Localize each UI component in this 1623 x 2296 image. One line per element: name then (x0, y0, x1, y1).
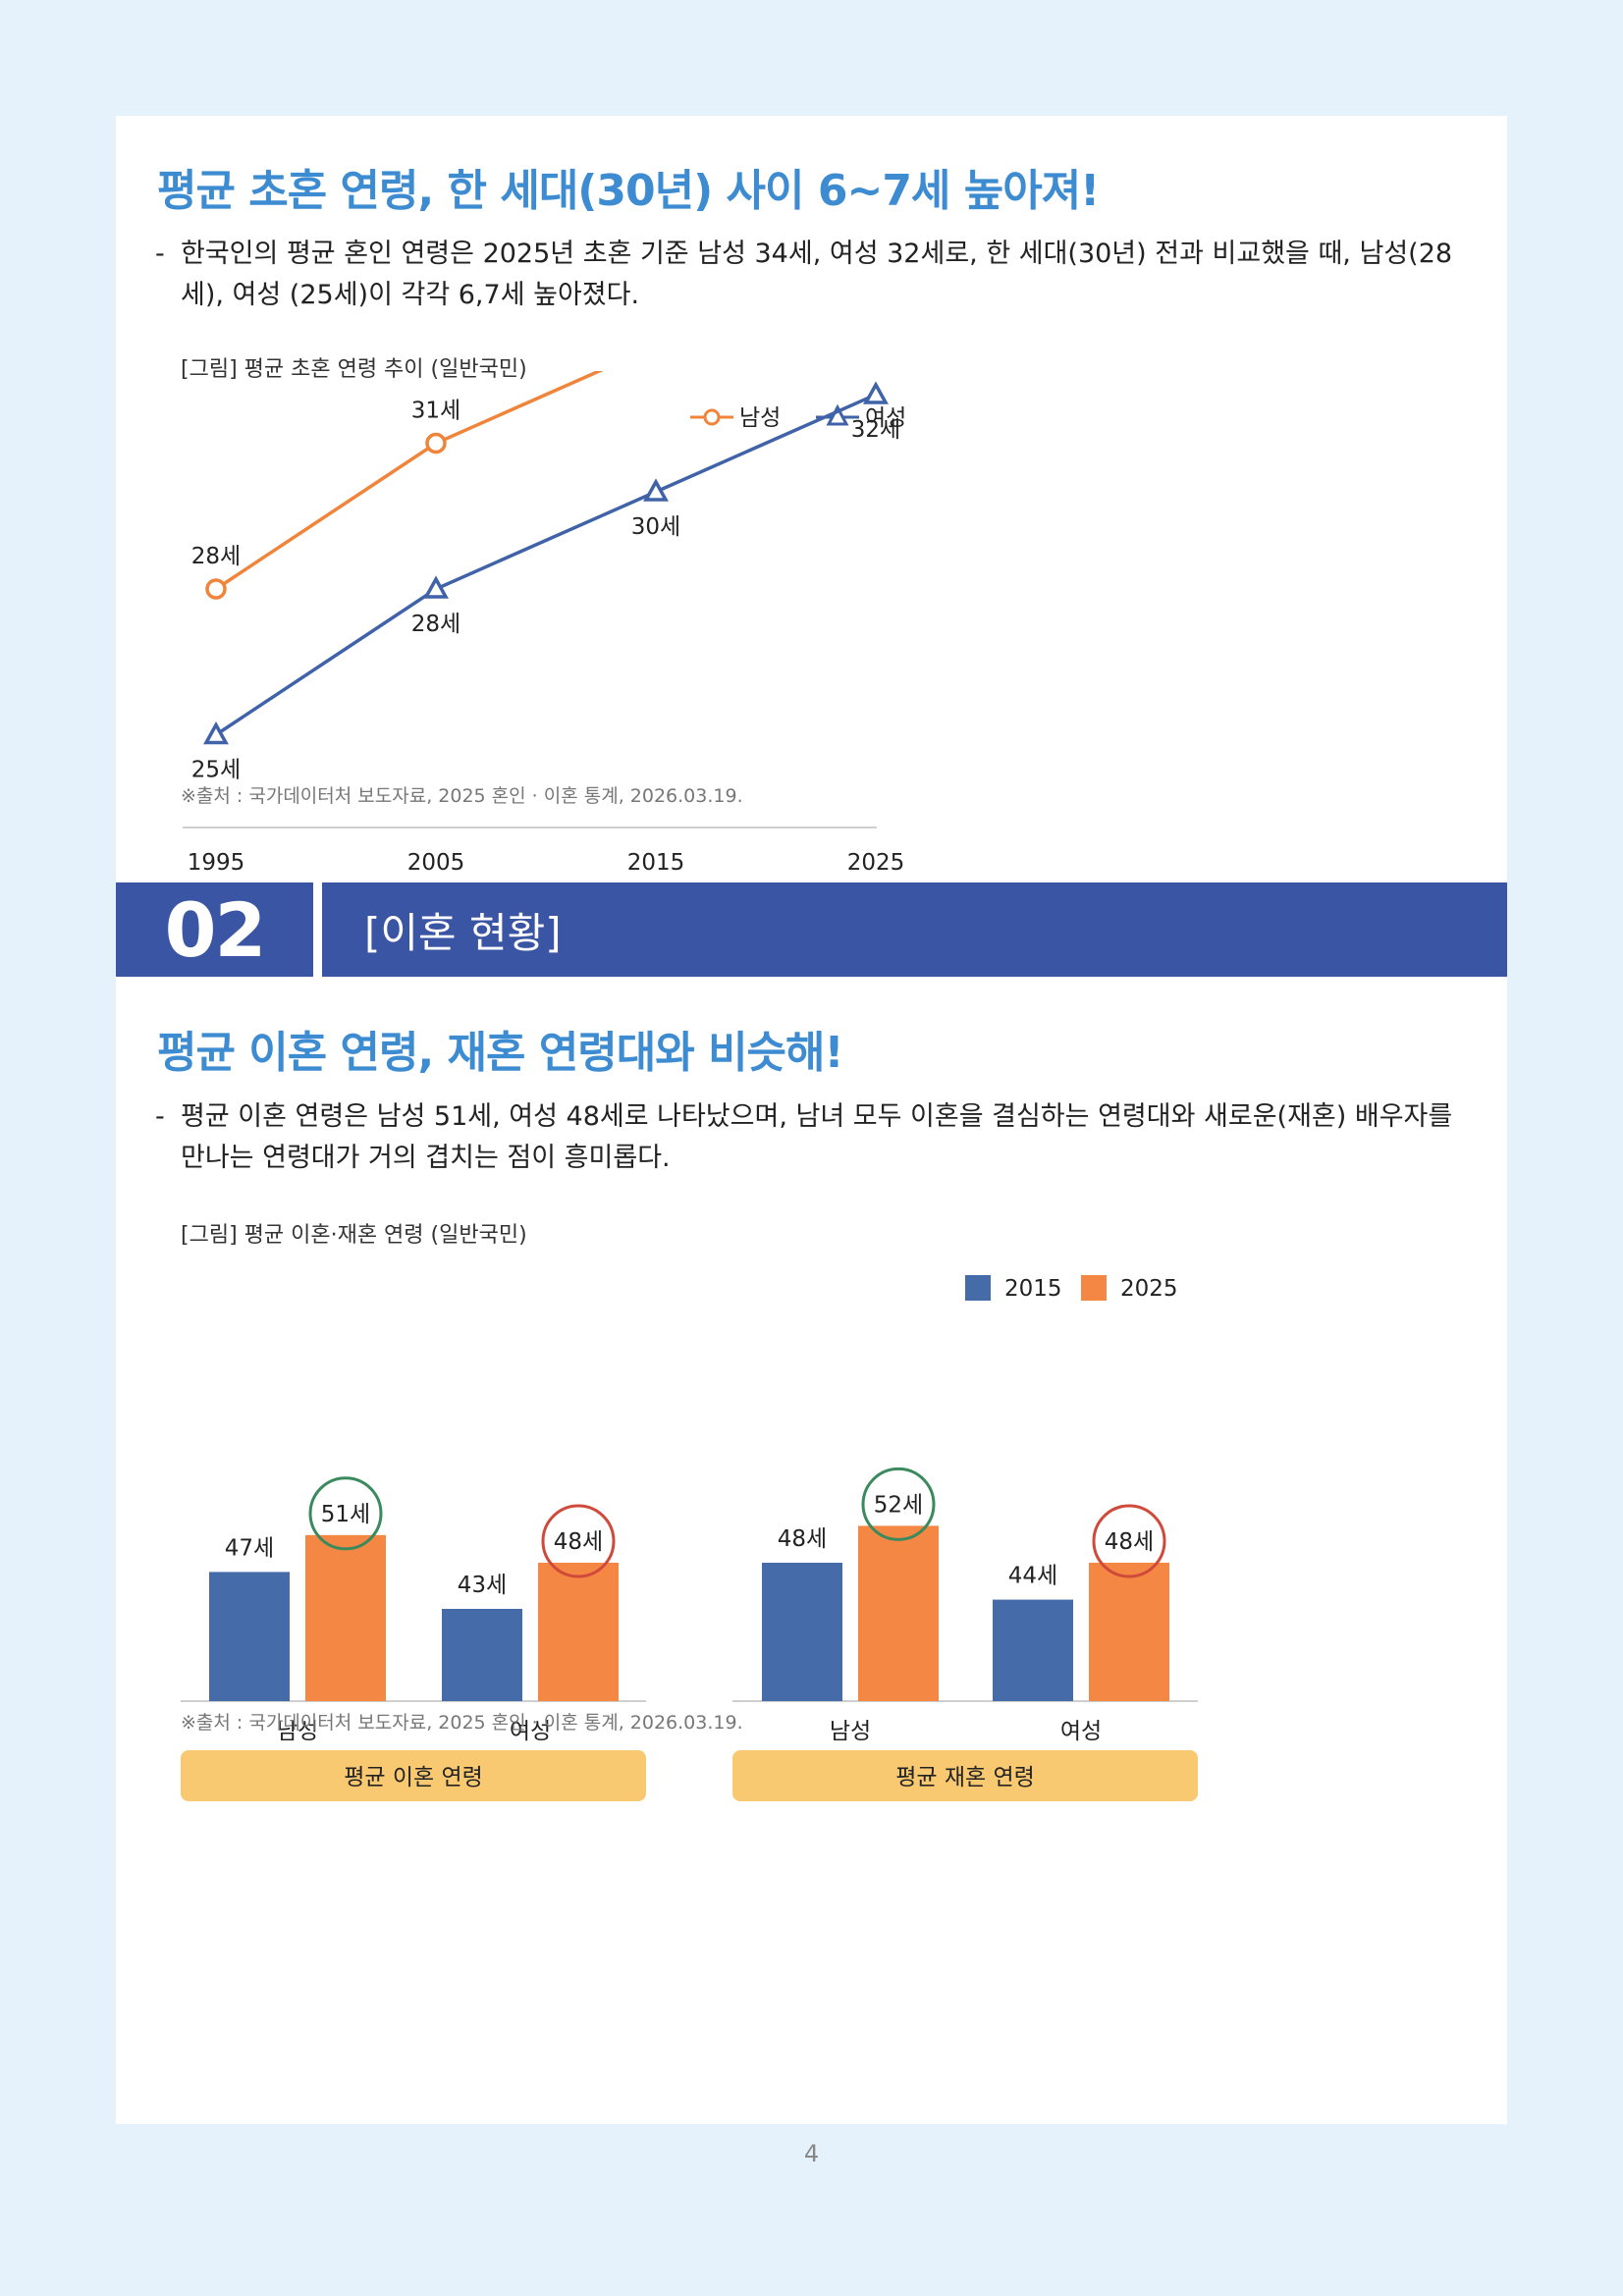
legend-triangle-marker (826, 403, 849, 426)
legend-label: 2025 (1120, 1276, 1178, 1302)
data-label: 30세 (631, 514, 680, 540)
highlight-circle (541, 1504, 616, 1578)
section1-bullet-text: 한국인의 평균 혼인 연령은 2025년 초혼 기준 남성 34세, 여성 32… (181, 239, 1453, 310)
section-header-bar: 02 [이혼 현황] (116, 882, 1507, 977)
highlight-circle (1092, 1504, 1166, 1578)
legend-circle-marker (703, 408, 721, 426)
legend-swatch (965, 1275, 991, 1301)
data-point (425, 432, 447, 454)
legend-swatch (1081, 1275, 1107, 1301)
group-label: 평균 이혼 연령 (344, 1765, 483, 1790)
data-label: 28세 (191, 544, 241, 569)
group-label: 평균 재혼 연령 (895, 1765, 1035, 1790)
x-tick-label: 2015 (627, 850, 685, 876)
data-label: 48세 (554, 1529, 603, 1555)
x-tick-label: 2025 (847, 850, 905, 876)
highlight-circle (861, 1467, 936, 1541)
data-point (863, 381, 889, 404)
bar (762, 1563, 842, 1701)
category-label: 남성 (277, 1719, 318, 1744)
legend-label: 2015 (1004, 1276, 1062, 1302)
bullet-dash: - (155, 1101, 165, 1132)
data-label: 31세 (411, 399, 460, 424)
bar (209, 1572, 290, 1701)
data-label: 28세 (411, 612, 460, 637)
category-label: 여성 (1060, 1719, 1102, 1744)
data-point (205, 578, 227, 600)
line-chart-caption: [그림] 평균 초혼 연령 추이 (일반국민) (181, 357, 527, 382)
section-divider (313, 882, 322, 977)
section2-bullet-text: 평균 이혼 연령은 남성 51세, 여성 48세로 나타났으며, 남녀 모두 이… (181, 1101, 1453, 1173)
data-label: 52세 (874, 1492, 923, 1518)
highlight-circle (308, 1476, 383, 1551)
section1-headline: 평균 초혼 연령, 한 세대(30년) 사이 6~7세 높아져! (157, 166, 1100, 216)
series-line-남성 (215, 371, 604, 591)
data-label: 25세 (191, 758, 241, 783)
bar (993, 1599, 1073, 1701)
data-point (423, 575, 449, 599)
category-label: 여성 (510, 1719, 551, 1744)
data-label: 44세 (1008, 1564, 1057, 1589)
data-label: 51세 (321, 1502, 370, 1527)
data-label: 48세 (778, 1526, 827, 1552)
x-tick-label: 2005 (407, 850, 465, 876)
legend-label: 남성 (739, 405, 781, 431)
bar-chart-source: ※출처 : 국가데이터처 보도자료, 2025 혼인 · 이혼 통계, 2026… (181, 1712, 743, 1734)
bar (1089, 1563, 1169, 1701)
series-line-여성 (215, 393, 877, 736)
section1-bullet: - 한국인의 평균 혼인 연령은 2025년 초혼 기준 남성 34세, 여성 … (155, 234, 1471, 316)
bar-chart-caption: [그림] 평균 이혼·재혼 연령 (일반국민) (181, 1223, 527, 1248)
data-label: 43세 (458, 1573, 507, 1598)
line-chart-source: ※출처 : 국가데이터처 보도자료, 2025 혼인 · 이혼 통계, 2026… (181, 785, 743, 807)
bar (858, 1525, 939, 1701)
data-label: 47세 (225, 1535, 274, 1561)
section2-headline: 평균 이혼 연령, 재혼 연령대와 비슷해! (157, 1028, 844, 1078)
line-chart: 1995200520152025남성여성28세31세33세34세25세28세30… (183, 371, 906, 876)
page-number: 4 (803, 2140, 820, 2167)
data-label: 48세 (1105, 1529, 1154, 1555)
bullet-dash: - (155, 239, 165, 269)
group-label-box (181, 1750, 646, 1801)
bar (442, 1609, 522, 1701)
category-label: 남성 (830, 1719, 871, 1744)
section-number: 02 (164, 885, 267, 974)
group-label-box (732, 1750, 1198, 1801)
legend-label: 여성 (865, 405, 906, 431)
x-tick-label: 1995 (188, 850, 245, 876)
data-label: 32세 (851, 417, 900, 443)
bar (538, 1563, 619, 1701)
data-point (203, 721, 229, 745)
report-page: 평균 초혼 연령, 한 세대(30년) 사이 6~7세 높아져! - 한국인의 … (116, 116, 1507, 2124)
data-point (643, 478, 669, 502)
section2-bullet: - 평균 이혼 연령은 남성 51세, 여성 48세로 나타났으며, 남녀 모두… (155, 1096, 1471, 1179)
section-title: [이혼 현황] (364, 908, 562, 957)
bar (305, 1534, 386, 1701)
